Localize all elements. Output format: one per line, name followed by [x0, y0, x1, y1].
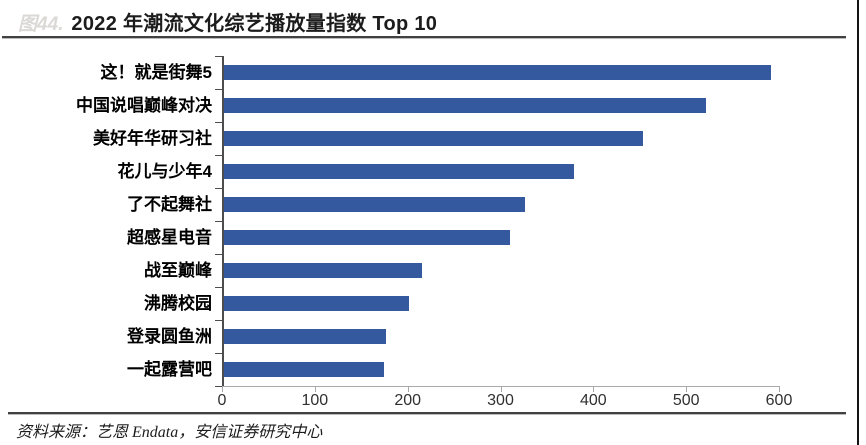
y-axis-tick [215, 56, 223, 57]
category-label: 登录圆鱼洲 [127, 327, 212, 346]
figure-number-watermark: 图44. [18, 14, 64, 35]
bar-chart: 这！就是街舞5 中国说唱巅峰对决美好年华研习社花儿与少年4 了不起舞社超感星电音战至… [0, 56, 846, 412]
category-label: 花儿与少年4 [117, 162, 212, 181]
category-label: 美好年华研习社 [93, 129, 212, 148]
y-axis-tick [215, 254, 223, 255]
y-axis-tick [215, 221, 223, 222]
x-axis-tick [222, 386, 223, 392]
category-label: 战至巅峰 [144, 261, 212, 280]
bar [223, 164, 574, 179]
x-tick-label: 100 [301, 392, 329, 409]
category-label: 这！就是街舞5 [100, 63, 212, 82]
y-axis-tick [215, 155, 223, 156]
x-tick-label: 600 [765, 392, 793, 409]
x-tick-label: 500 [672, 392, 700, 409]
bar [223, 131, 643, 146]
bar [223, 263, 422, 278]
x-axis-tick [593, 386, 595, 392]
category-label: 一起露营吧 [127, 360, 212, 379]
bar [223, 230, 510, 245]
y-axis-tick [215, 122, 223, 123]
y-axis-tick [215, 287, 223, 288]
y-axis-tick [215, 188, 223, 189]
x-axis-tick [686, 386, 688, 392]
y-axis-tick [215, 386, 223, 387]
bar [223, 362, 384, 377]
x-axis-tick [314, 386, 316, 392]
category-label: 中国说唱巅峰对决 [76, 96, 212, 115]
bar [223, 296, 409, 311]
x-tick-label: 400 [579, 392, 607, 409]
y-axis-line [222, 56, 224, 386]
figure-header: 图44. 2022 年潮流文化综艺播放量指数 Top 10 [18, 7, 437, 36]
footer-divider [8, 412, 846, 415]
x-tick-label: 0 [217, 392, 227, 409]
x-axis-tick [779, 386, 780, 392]
y-axis-tick [215, 320, 223, 321]
title-underline [2, 36, 846, 39]
bar [223, 197, 525, 212]
category-label: 超感星电音 [127, 228, 212, 247]
category-label: 了不起舞社 [127, 195, 212, 214]
y-axis-tick [215, 353, 223, 354]
x-axis-tick [407, 386, 409, 392]
bar [223, 329, 387, 344]
x-axis-tick [500, 386, 502, 392]
figure-title: 2022 年潮流文化综艺播放量指数 Top 10 [71, 13, 438, 35]
table-right-border [857, 0, 859, 445]
y-axis-tick [215, 89, 223, 90]
bar [223, 98, 706, 113]
bar [223, 65, 771, 80]
category-label: 沸腾校园 [144, 294, 212, 313]
x-tick-label: 300 [487, 392, 514, 409]
x-tick-label: 200 [394, 392, 422, 409]
data-source-note: 资料来源：艺恩 Endata，安信证券研究中心 [16, 424, 323, 441]
